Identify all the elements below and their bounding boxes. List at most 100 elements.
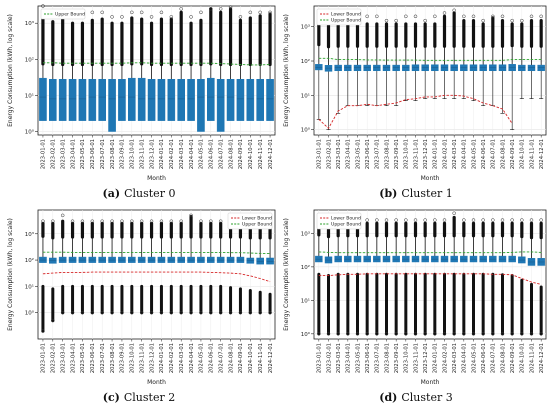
x-tick-label: 2024-10-01	[520, 139, 526, 169]
outlier-point	[268, 310, 272, 315]
legend-label: Lower Bound	[331, 216, 361, 222]
outlier-point	[384, 18, 389, 23]
outlier-point	[394, 18, 398, 23]
box	[266, 79, 274, 121]
x-tick-label: 2023-02-01	[326, 139, 332, 169]
y-tick-label: 10¹	[25, 92, 34, 99]
upper-bound-line	[42, 251, 271, 254]
y-tick-label: 10³	[301, 24, 310, 31]
x-tick-label: 2023-10-01	[404, 343, 410, 373]
y-tick-label: 10²	[25, 257, 34, 264]
x-tick-label: 2023-06-01	[90, 343, 96, 373]
outlier-point	[500, 14, 505, 19]
x-tick-label: 2023-06-01	[365, 343, 371, 373]
outlier-point	[529, 14, 534, 19]
outlier-point	[491, 14, 495, 19]
upper-bound-line	[318, 57, 542, 61]
box	[392, 64, 400, 72]
x-tick-label: 2023-05-01	[355, 343, 361, 373]
x-tick-label: 2024-05-01	[199, 139, 205, 169]
outlier-point	[471, 332, 476, 336]
x-tick-label: 2023-03-01	[336, 139, 342, 169]
x-tick-label: 2023-08-01	[110, 139, 116, 169]
outlier-point	[218, 7, 223, 11]
outlier-point	[218, 310, 223, 315]
box	[49, 79, 57, 121]
x-tick-label: 2024-11-01	[258, 343, 264, 373]
box	[68, 79, 77, 121]
y-axis-title: Energy Consumption (kWh, log scale)	[7, 14, 14, 127]
x-tick-label: 2023-09-01	[120, 343, 126, 373]
outlier-point	[481, 218, 485, 222]
outlier-point	[355, 332, 360, 336]
x-tick-label: 2023-05-01	[355, 139, 361, 169]
legend-label: Upper Bound	[331, 18, 361, 24]
outlier-point	[452, 8, 456, 13]
x-tick-label: 2023-02-01	[326, 343, 332, 373]
outlier-point	[413, 14, 418, 19]
plot-area	[37, 209, 276, 340]
x-tick-label: 2023-12-01	[423, 139, 429, 169]
box	[518, 64, 526, 72]
x-tick-label: 2023-05-01	[80, 139, 86, 169]
x-tick-label: 2024-07-01	[491, 139, 497, 169]
x-axis-title: Month	[147, 175, 166, 182]
panel-cluster-0: (a) Cluster 0 10⁰ 10¹ 10² 10³ 2023-01-01 2023-…	[7, 4, 276, 200]
outlier-point	[169, 310, 174, 315]
x-tick-label: 2024-01-01	[433, 139, 439, 169]
outlier-point	[510, 332, 514, 336]
box	[88, 79, 97, 121]
x-tick-label: 2024-01-01	[159, 139, 165, 169]
outlier-point	[199, 10, 203, 15]
box	[157, 79, 166, 121]
outlier-point	[365, 14, 369, 19]
outlier-point	[130, 310, 134, 315]
x-tick-label: 2023-11-01	[139, 139, 145, 169]
outlier-point	[100, 310, 104, 315]
x-tick-label: 2023-12-01	[423, 343, 429, 373]
outlier-point	[189, 15, 193, 19]
x-axis-title: Month	[421, 379, 440, 386]
x-tick-label: 2024-08-01	[500, 343, 506, 373]
x-tick-label: 2024-06-01	[481, 139, 487, 169]
x-axis-title: Month	[147, 379, 166, 386]
x-tick-label: 2023-11-01	[139, 343, 145, 373]
box	[187, 79, 195, 121]
outlier-point	[375, 332, 379, 336]
legend-label: Upper Bound	[331, 222, 361, 228]
y-tick-label: 10⁰	[25, 310, 35, 317]
outlier-point	[100, 10, 104, 15]
outlier-point	[41, 329, 45, 333]
outlier-point	[70, 310, 75, 315]
x-tick-label: 2023-01-01	[317, 343, 323, 373]
x-tick-label: 2024-12-01	[268, 343, 274, 373]
box	[128, 77, 136, 121]
outlier-point	[110, 219, 114, 223]
box	[58, 79, 67, 121]
outlier-point	[500, 218, 505, 222]
x-tick-label: 2024-03-01	[452, 343, 458, 373]
x-tick-label: 2024-04-01	[462, 343, 468, 373]
outlier-point	[452, 332, 456, 336]
box	[216, 79, 225, 132]
x-tick-label: 2024-01-01	[159, 343, 165, 373]
x-tick-label: 2024-05-01	[199, 343, 205, 373]
outlier-point	[228, 310, 233, 315]
legend-label: Upper Bound	[55, 12, 85, 18]
outlier-point	[51, 219, 55, 223]
x-tick-label: 2024-05-01	[471, 139, 477, 169]
outlier-point	[51, 318, 55, 323]
outlier-point	[346, 332, 350, 336]
x-tick-label: 2023-07-01	[100, 343, 106, 373]
x-tick-label: 2023-08-01	[384, 139, 390, 169]
outlier-point	[179, 7, 183, 11]
outlier-point	[159, 10, 164, 15]
outlier-point	[189, 213, 193, 218]
y-tick-label: 10⁰	[301, 127, 311, 134]
outlier-point	[423, 18, 427, 23]
outlier-point	[110, 310, 114, 315]
legend-box	[316, 212, 362, 230]
x-tick-label: 2023-02-01	[51, 343, 57, 373]
